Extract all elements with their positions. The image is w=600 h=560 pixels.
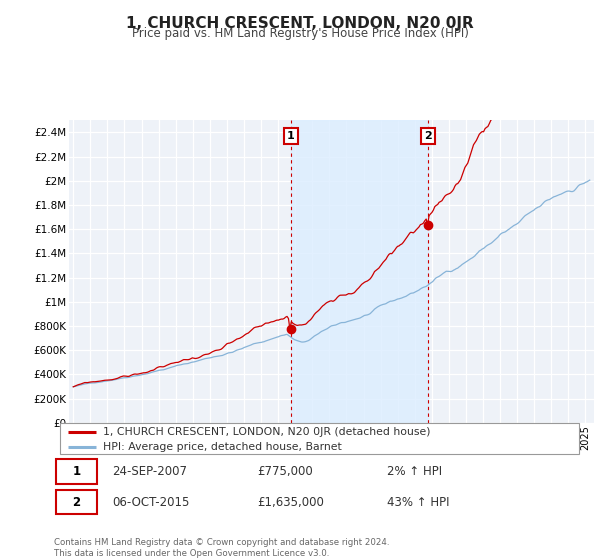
Text: 1: 1 <box>73 465 80 478</box>
Text: 2: 2 <box>73 496 80 509</box>
Text: 06-OCT-2015: 06-OCT-2015 <box>112 496 189 509</box>
Text: 43% ↑ HPI: 43% ↑ HPI <box>387 496 449 509</box>
Text: 1: 1 <box>287 131 295 141</box>
Text: £775,000: £775,000 <box>257 465 313 478</box>
Text: Contains HM Land Registry data © Crown copyright and database right 2024.
This d: Contains HM Land Registry data © Crown c… <box>54 538 389 558</box>
Text: £1,635,000: £1,635,000 <box>257 496 324 509</box>
Text: 1, CHURCH CRESCENT, LONDON, N20 0JR (detached house): 1, CHURCH CRESCENT, LONDON, N20 0JR (det… <box>103 427 430 437</box>
FancyBboxPatch shape <box>56 491 97 514</box>
FancyBboxPatch shape <box>56 459 97 484</box>
Text: 24-SEP-2007: 24-SEP-2007 <box>112 465 187 478</box>
Text: 2: 2 <box>424 131 431 141</box>
Text: 1, CHURCH CRESCENT, LONDON, N20 0JR: 1, CHURCH CRESCENT, LONDON, N20 0JR <box>126 16 474 31</box>
Bar <box>290 120 428 423</box>
Text: Price paid vs. HM Land Registry's House Price Index (HPI): Price paid vs. HM Land Registry's House … <box>131 27 469 40</box>
FancyBboxPatch shape <box>60 423 579 454</box>
Text: 2% ↑ HPI: 2% ↑ HPI <box>387 465 442 478</box>
Text: HPI: Average price, detached house, Barnet: HPI: Average price, detached house, Barn… <box>103 442 341 452</box>
